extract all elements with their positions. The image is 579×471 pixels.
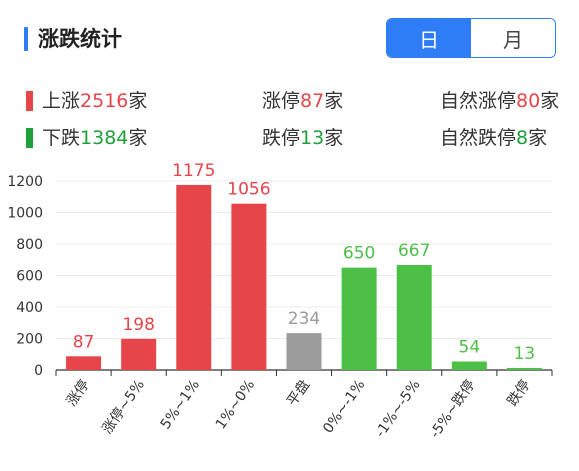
y-tick-label: 200 bbox=[16, 332, 43, 348]
natural-limit-down-count: 自然跌停8家 bbox=[440, 127, 548, 149]
up-marker bbox=[26, 91, 33, 111]
data-label: 54 bbox=[459, 337, 481, 357]
x-tick-label: -5%~跌停 bbox=[426, 377, 478, 442]
x-tick-label: 涨停 bbox=[63, 377, 93, 410]
data-label: 234 bbox=[288, 309, 320, 329]
page-title: 涨跌统计 bbox=[38, 27, 122, 51]
data-label: 13 bbox=[514, 344, 536, 364]
bar bbox=[451, 361, 487, 370]
limit-down-count: 跌停13家 bbox=[262, 127, 344, 149]
bar bbox=[341, 267, 377, 370]
x-tick-label: -1%~-5% bbox=[372, 377, 423, 440]
bar bbox=[66, 356, 102, 370]
y-tick-label: 800 bbox=[16, 237, 43, 253]
down-stats-row: 下跌1384家 跌停13家 自然跌停8家 bbox=[0, 124, 579, 152]
y-tick-label: 400 bbox=[16, 300, 43, 316]
data-label: 198 bbox=[122, 315, 154, 335]
data-label: 667 bbox=[398, 241, 430, 261]
bar bbox=[231, 203, 267, 370]
x-tick-label: 1%~0% bbox=[213, 377, 258, 432]
y-tick-label: 1000 bbox=[7, 206, 43, 222]
day-tab[interactable]: 日 bbox=[387, 19, 471, 57]
x-tick-label: 平盘 bbox=[283, 377, 313, 410]
day-month-toggle[interactable]: 日 月 bbox=[386, 18, 556, 58]
bar bbox=[286, 333, 322, 370]
data-label: 87 bbox=[73, 332, 95, 352]
x-tick-label: 跌停 bbox=[504, 377, 534, 410]
title-accent-bar bbox=[24, 27, 28, 51]
up-stats-row: 上涨2516家 涨停87家 自然涨停80家 bbox=[0, 87, 579, 115]
x-tick-label: 5%~1% bbox=[158, 377, 203, 432]
natural-limit-up-count: 自然涨停80家 bbox=[440, 90, 560, 112]
y-tick-label: 0 bbox=[34, 363, 43, 379]
data-label: 1175 bbox=[172, 161, 215, 181]
bar bbox=[506, 367, 542, 370]
y-tick-label: 600 bbox=[16, 269, 43, 285]
data-label: 650 bbox=[343, 244, 375, 264]
bar bbox=[121, 338, 157, 370]
limit-up-count: 涨停87家 bbox=[262, 90, 344, 112]
bar-chart: 0 200 400 600 800 1000 1200 87 涨停 198 涨停~5% 1175 5%~… bbox=[7, 161, 553, 442]
down-count: 下跌1384家 bbox=[42, 127, 148, 149]
x-tick-label: 涨停~5% bbox=[98, 377, 147, 437]
x-tick-label: 0%~-1% bbox=[320, 377, 368, 436]
down-marker bbox=[26, 128, 33, 148]
y-tick-label: 1200 bbox=[7, 174, 43, 190]
up-count: 上涨2516家 bbox=[42, 90, 148, 112]
bar bbox=[396, 264, 432, 370]
month-tab[interactable]: 月 bbox=[471, 19, 555, 57]
bar bbox=[176, 184, 212, 370]
data-label: 1056 bbox=[227, 180, 270, 200]
